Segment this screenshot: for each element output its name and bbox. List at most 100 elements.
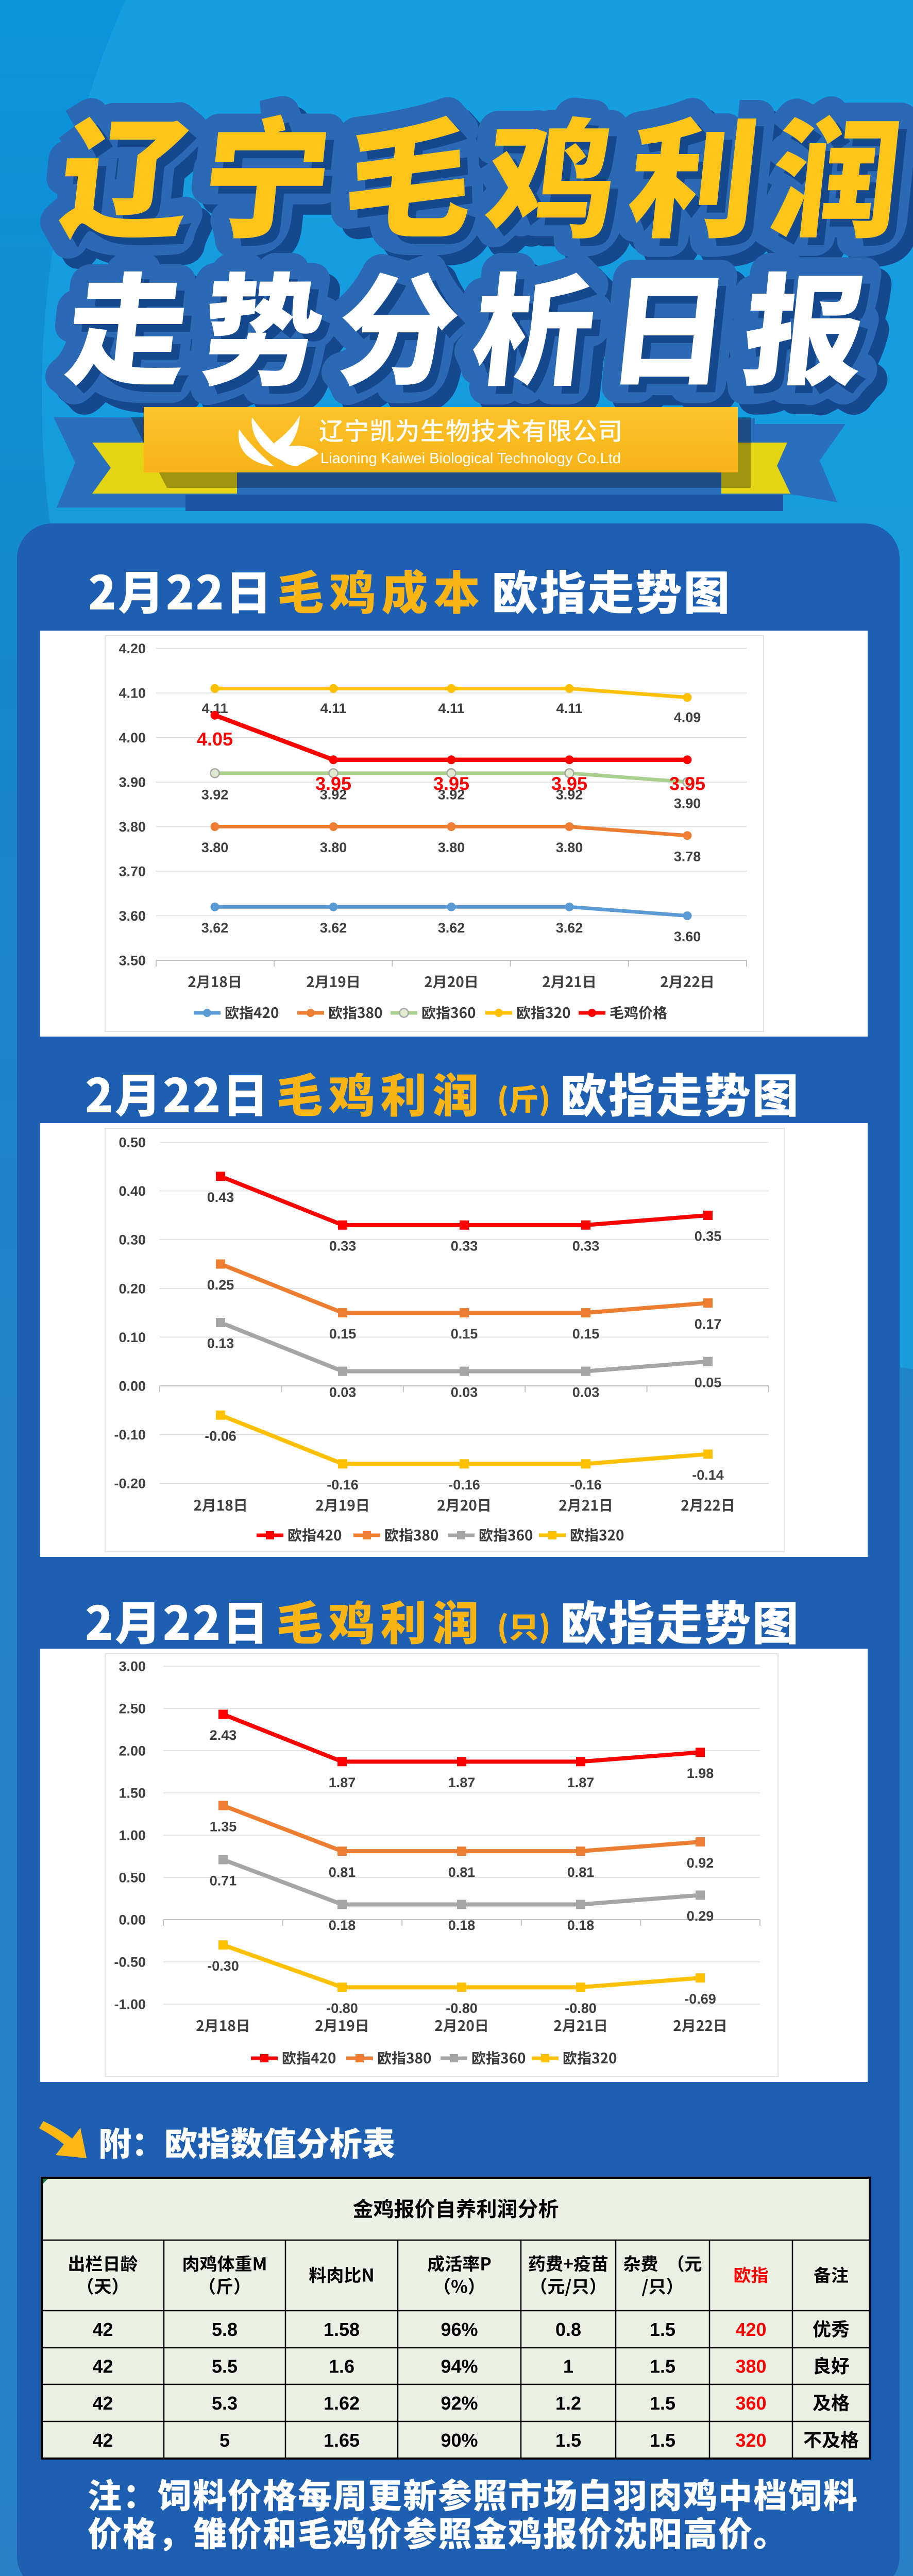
svg-text:3.95: 3.95: [551, 773, 587, 794]
svg-text:0.18: 0.18: [329, 1918, 356, 1933]
svg-text:3.92: 3.92: [320, 787, 347, 802]
svg-text:1.50: 1.50: [119, 1786, 146, 1801]
svg-text:1.2: 1.2: [555, 2393, 581, 2414]
svg-text:0.81: 0.81: [567, 1865, 595, 1880]
svg-text:94%: 94%: [441, 2356, 478, 2377]
svg-text:0.03: 0.03: [572, 1384, 600, 1400]
svg-text:-0.16: -0.16: [448, 1477, 480, 1493]
svg-text:4.20: 4.20: [119, 641, 146, 656]
svg-text:-0.30: -0.30: [207, 1958, 239, 1974]
svg-text:3.80: 3.80: [201, 840, 229, 855]
svg-text:0.25: 0.25: [207, 1277, 234, 1293]
svg-text:1.87: 1.87: [567, 1775, 595, 1790]
svg-text:4.09: 4.09: [674, 709, 701, 725]
svg-text:0.17: 0.17: [695, 1316, 722, 1332]
svg-text:0.15: 0.15: [572, 1326, 600, 1342]
svg-text:3.62: 3.62: [556, 920, 583, 936]
svg-text:3.70: 3.70: [119, 864, 146, 879]
svg-text:0.13: 0.13: [207, 1336, 234, 1351]
svg-text:3.60: 3.60: [674, 929, 701, 944]
svg-text:1.6: 1.6: [329, 2356, 354, 2377]
svg-text:1.87: 1.87: [448, 1775, 476, 1790]
svg-text:3.60: 3.60: [119, 908, 146, 924]
svg-text:3.80: 3.80: [438, 840, 465, 855]
svg-text:2.43: 2.43: [210, 1727, 237, 1743]
svg-text:0.20: 0.20: [119, 1281, 146, 1296]
svg-text:0.50: 0.50: [119, 1870, 146, 1886]
svg-text:0.33: 0.33: [451, 1239, 478, 1254]
svg-text:1.5: 1.5: [650, 2356, 675, 2377]
svg-text:0.18: 0.18: [567, 1918, 595, 1933]
svg-text:-0.80: -0.80: [446, 2001, 478, 2016]
svg-text:-0.16: -0.16: [570, 1477, 602, 1493]
svg-text:0.05: 0.05: [695, 1375, 722, 1390]
svg-text:4.11: 4.11: [320, 701, 346, 716]
svg-text:0.00: 0.00: [119, 1912, 146, 1928]
svg-text:3.95: 3.95: [669, 773, 705, 794]
svg-text:0.18: 0.18: [448, 1918, 476, 1933]
svg-text:0.10: 0.10: [119, 1330, 146, 1345]
svg-text:1.5: 1.5: [650, 2430, 675, 2451]
svg-text:96%: 96%: [441, 2319, 478, 2340]
svg-text:0.8: 0.8: [555, 2319, 581, 2340]
svg-text:-0.80: -0.80: [326, 2001, 358, 2016]
svg-text:0.30: 0.30: [119, 1232, 146, 1248]
svg-text:1.87: 1.87: [329, 1775, 356, 1790]
svg-text:4.00: 4.00: [119, 730, 146, 745]
svg-text:0.33: 0.33: [329, 1239, 357, 1254]
svg-text:0.03: 0.03: [451, 1384, 478, 1400]
svg-text:90%: 90%: [441, 2430, 478, 2451]
svg-text:92%: 92%: [441, 2393, 478, 2414]
svg-text:0.00: 0.00: [119, 1379, 146, 1394]
svg-text:4.11: 4.11: [438, 701, 464, 716]
svg-text:1.65: 1.65: [324, 2430, 360, 2451]
svg-text:0.15: 0.15: [329, 1326, 357, 1342]
svg-text:-1.00: -1.00: [114, 1997, 146, 2012]
svg-text:3.92: 3.92: [201, 787, 229, 802]
svg-text:3.95: 3.95: [433, 773, 469, 794]
svg-text:3.62: 3.62: [438, 920, 465, 936]
svg-text:-0.16: -0.16: [327, 1477, 359, 1493]
svg-text:0.81: 0.81: [448, 1865, 476, 1880]
svg-text:4.10: 4.10: [119, 686, 146, 701]
svg-text:3.62: 3.62: [201, 920, 229, 936]
svg-text:3.50: 3.50: [119, 953, 146, 969]
svg-text:-0.14: -0.14: [692, 1467, 724, 1483]
svg-text:3.92: 3.92: [438, 787, 465, 802]
svg-text:5.3: 5.3: [212, 2393, 238, 2414]
svg-text:42: 42: [92, 2430, 113, 2451]
svg-text:1.00: 1.00: [119, 1828, 146, 1843]
svg-text:420: 420: [735, 2319, 766, 2340]
svg-text:3.78: 3.78: [674, 849, 701, 865]
svg-text:0.29: 0.29: [687, 1908, 714, 1924]
svg-text:5: 5: [219, 2430, 230, 2451]
svg-text:0.33: 0.33: [572, 1239, 600, 1254]
svg-text:42: 42: [92, 2393, 113, 2414]
svg-text:-0.80: -0.80: [565, 2001, 597, 2016]
svg-text:5.8: 5.8: [212, 2319, 238, 2340]
svg-text:3.95: 3.95: [315, 773, 351, 794]
svg-text:1.5: 1.5: [650, 2319, 675, 2340]
svg-text:0.81: 0.81: [329, 1865, 356, 1880]
svg-text:-0.20: -0.20: [114, 1476, 146, 1492]
svg-text:3.92: 3.92: [556, 787, 583, 802]
svg-text:42: 42: [92, 2356, 113, 2377]
svg-text:-0.50: -0.50: [114, 1955, 146, 1970]
svg-text:4.05: 4.05: [197, 728, 233, 750]
svg-text:4.11: 4.11: [556, 701, 582, 716]
svg-text:1.5: 1.5: [650, 2393, 675, 2414]
svg-text:1: 1: [563, 2356, 573, 2377]
svg-text:1.98: 1.98: [687, 1766, 714, 1781]
svg-text:0.43: 0.43: [207, 1190, 234, 1205]
svg-text:0.15: 0.15: [451, 1326, 478, 1342]
svg-text:0.40: 0.40: [119, 1183, 146, 1199]
svg-text:-0.06: -0.06: [205, 1428, 236, 1444]
svg-text:5.5: 5.5: [212, 2356, 238, 2377]
svg-text:2.50: 2.50: [119, 1701, 146, 1717]
svg-text:3.00: 3.00: [119, 1659, 146, 1674]
svg-text:0.03: 0.03: [329, 1384, 357, 1400]
svg-text:0.50: 0.50: [119, 1135, 146, 1150]
svg-text:3.80: 3.80: [556, 840, 583, 855]
svg-text:0.35: 0.35: [695, 1229, 722, 1244]
svg-text:3.80: 3.80: [119, 819, 146, 835]
